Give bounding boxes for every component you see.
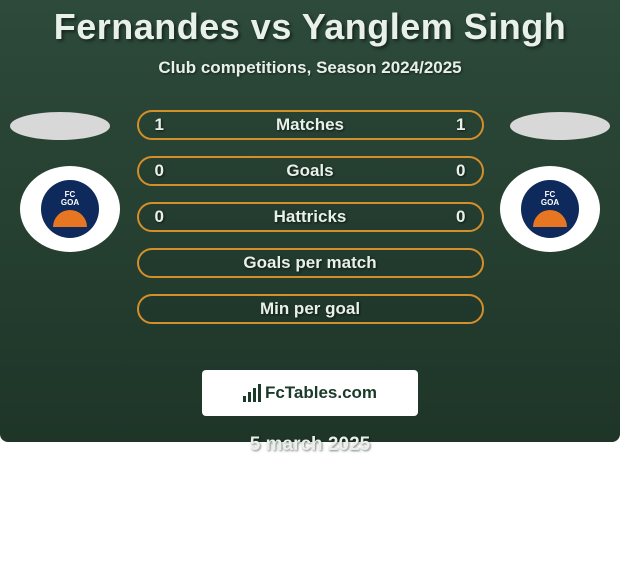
badge-arc-icon: [53, 210, 87, 227]
badge-arc-icon: [533, 210, 567, 227]
attribution-badge: FcTables.com: [202, 370, 418, 416]
stat-row-matches: 1 Matches 1: [137, 110, 484, 140]
stat-right-value: 0: [446, 161, 466, 181]
stat-left-value: 0: [155, 207, 175, 227]
stat-right-value: 0: [446, 207, 466, 227]
comparison-card: Fernandes vs Yanglem Singh Club competit…: [0, 0, 620, 442]
club-badge-left: FC GOA: [20, 166, 120, 252]
stat-left-value: 1: [155, 115, 175, 135]
main-area: FC GOA FC GOA 1 Matches 1 0: [0, 110, 620, 370]
badge-text-goa: GOA: [61, 199, 79, 207]
subtitle: Club competitions, Season 2024/2025: [0, 58, 620, 78]
stat-rows: 1 Matches 1 0 Goals 0 0 Hattricks 0 Goal…: [137, 110, 484, 324]
page-title: Fernandes vs Yanglem Singh: [0, 0, 620, 48]
stat-right-value: 1: [446, 115, 466, 135]
club-badge-inner-right: FC GOA: [521, 180, 579, 238]
attribution-text: FcTables.com: [265, 383, 377, 403]
stat-row-min-per-goal: Min per goal: [137, 294, 484, 324]
player-right-flag: [510, 112, 610, 140]
badge-text-goa: GOA: [541, 199, 559, 207]
club-badge-inner-left: FC GOA: [41, 180, 99, 238]
date-text: 5 march 2025: [0, 434, 620, 456]
stat-row-hattricks: 0 Hattricks 0: [137, 202, 484, 232]
stat-left-value: 0: [155, 161, 175, 181]
player-left-flag: [10, 112, 110, 140]
stat-label: Goals: [175, 161, 446, 181]
stat-row-goals: 0 Goals 0: [137, 156, 484, 186]
stat-label: Hattricks: [175, 207, 446, 227]
club-badge-right: FC GOA: [500, 166, 600, 252]
stat-label: Min per goal: [155, 299, 466, 319]
stat-label: Matches: [175, 115, 446, 135]
chart-icon: [243, 384, 261, 402]
stat-row-goals-per-match: Goals per match: [137, 248, 484, 278]
stat-label: Goals per match: [155, 253, 466, 273]
